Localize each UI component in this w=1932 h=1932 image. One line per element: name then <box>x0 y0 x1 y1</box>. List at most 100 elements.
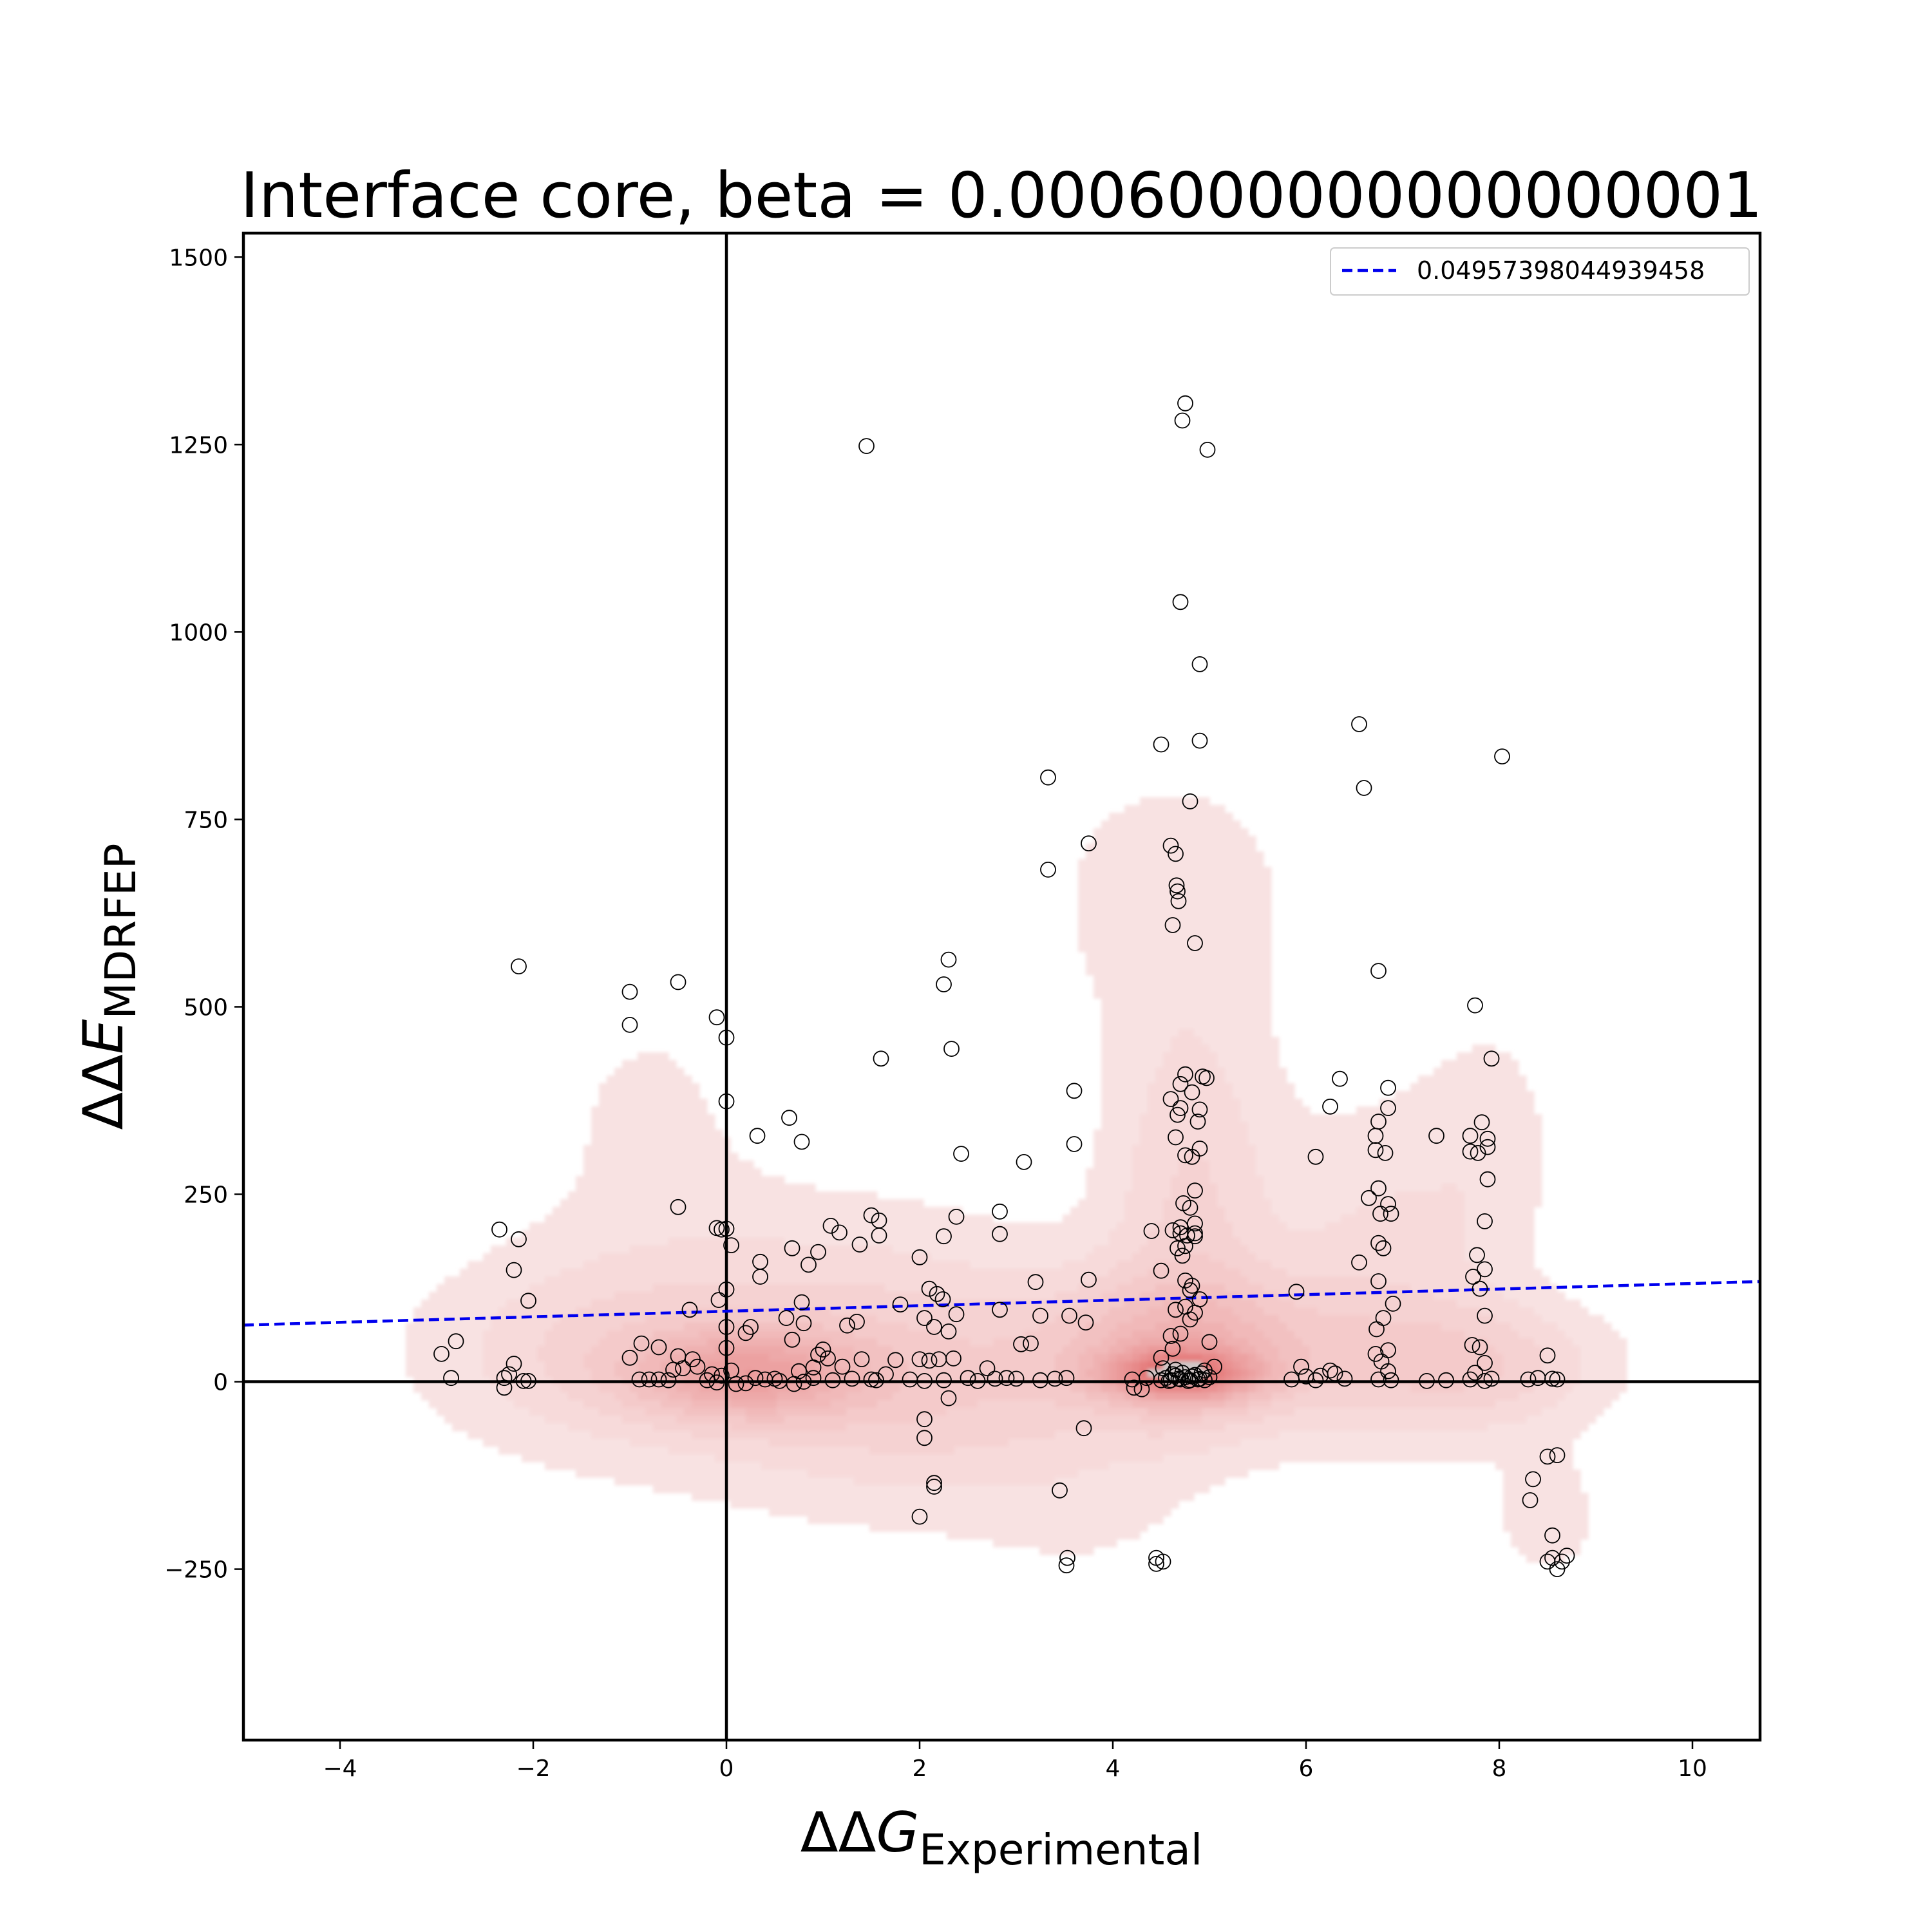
data-point <box>916 1372 933 1389</box>
data-point <box>1549 1371 1566 1388</box>
data-point <box>1066 1136 1083 1152</box>
data-point <box>718 1029 735 1046</box>
x-tick-label: −4 <box>323 1756 357 1782</box>
data-point <box>1168 1302 1184 1318</box>
data-point <box>786 1376 802 1392</box>
data-point <box>778 1310 795 1326</box>
data-point <box>1539 1448 1556 1465</box>
data-point <box>1008 1370 1025 1387</box>
data-point <box>795 1315 812 1332</box>
data-point <box>1168 1129 1184 1146</box>
data-point <box>511 1231 527 1247</box>
data-point <box>1370 1273 1387 1289</box>
y-tick-label: 0 <box>213 1370 228 1396</box>
data-point <box>506 1356 522 1372</box>
y-tick-label: −250 <box>164 1557 228 1584</box>
data-point <box>1164 1366 1181 1383</box>
data-point <box>708 1009 725 1026</box>
data-point <box>911 1508 928 1525</box>
data-point <box>1477 1261 1493 1278</box>
data-point <box>1472 1339 1488 1356</box>
data-point <box>699 1372 715 1388</box>
data-point <box>1184 1148 1200 1165</box>
data-point <box>940 1323 957 1340</box>
data-point <box>921 1280 938 1297</box>
x-tick-label: 8 <box>1492 1756 1507 1782</box>
data-point <box>1179 1227 1195 1244</box>
data-point <box>940 951 957 968</box>
x-tick-label: 6 <box>1299 1756 1314 1782</box>
data-point <box>948 1306 965 1323</box>
data-point <box>1351 1255 1367 1271</box>
data-point <box>1549 1447 1566 1464</box>
data-point <box>710 1292 727 1308</box>
data-point <box>747 1370 764 1387</box>
data-point <box>1467 997 1483 1014</box>
data-point <box>1336 1370 1353 1387</box>
data-point <box>511 958 527 974</box>
data-point <box>1133 1381 1150 1397</box>
data-point <box>1032 1307 1048 1324</box>
data-point <box>926 1319 942 1335</box>
data-point <box>718 1093 735 1110</box>
x-axis-label: ΔΔGExperimental <box>800 1801 1202 1875</box>
data-point <box>1477 1354 1493 1371</box>
data-point <box>926 1475 942 1492</box>
data-point <box>1177 395 1193 412</box>
data-point <box>1172 1100 1189 1116</box>
data-point <box>839 1317 855 1334</box>
data-point <box>520 1293 536 1309</box>
data-point <box>1172 1075 1189 1092</box>
data-point <box>1361 1189 1377 1206</box>
data-point <box>844 1370 860 1387</box>
data-point <box>1177 1066 1193 1083</box>
data-point <box>1143 1223 1160 1239</box>
data-point <box>1356 780 1372 796</box>
data-point <box>1479 1139 1496 1155</box>
data-point <box>1558 1548 1575 1564</box>
data-point <box>1153 736 1170 753</box>
data-point <box>1170 1106 1186 1123</box>
y-tick-label: 500 <box>184 994 228 1021</box>
x-tick-label: −2 <box>516 1756 550 1782</box>
data-point <box>737 1375 754 1392</box>
data-point <box>793 1133 810 1150</box>
data-point <box>1464 1337 1481 1353</box>
y-tick-label: 750 <box>184 807 228 833</box>
data-point <box>1168 846 1184 862</box>
data-point <box>800 1256 817 1273</box>
data-point <box>621 1017 638 1033</box>
data-point <box>1483 1370 1500 1387</box>
data-point <box>1483 1050 1500 1067</box>
data-point <box>1479 1130 1496 1147</box>
data-point <box>1479 1171 1496 1188</box>
data-point <box>953 1146 969 1162</box>
data-point <box>1189 1113 1206 1130</box>
data-point <box>1428 1128 1444 1144</box>
data-point <box>1370 1235 1387 1251</box>
data-point <box>704 1366 720 1383</box>
data-point <box>1438 1372 1454 1388</box>
data-point <box>1477 1372 1493 1389</box>
data-point <box>784 1240 800 1256</box>
data-point <box>1182 793 1198 810</box>
x-tick-label: 0 <box>719 1756 734 1782</box>
data-point <box>781 1110 797 1126</box>
data-point <box>1197 1372 1213 1388</box>
data-point <box>718 1220 735 1237</box>
data-point <box>1059 1549 1075 1566</box>
data-point <box>1370 1371 1387 1388</box>
legend-box <box>1330 247 1750 296</box>
x-tick-label: 10 <box>1678 1756 1707 1782</box>
data-point <box>1172 1219 1189 1236</box>
data-point <box>1375 1240 1392 1256</box>
data-point <box>1477 1307 1493 1324</box>
x-tick-label: 2 <box>913 1756 927 1782</box>
data-point <box>815 1341 831 1358</box>
data-point <box>931 1351 947 1368</box>
data-point <box>718 1281 735 1298</box>
data-point <box>987 1370 1003 1387</box>
data-point <box>1283 1371 1300 1388</box>
data-point <box>1473 1114 1490 1131</box>
data-point <box>992 1203 1008 1220</box>
